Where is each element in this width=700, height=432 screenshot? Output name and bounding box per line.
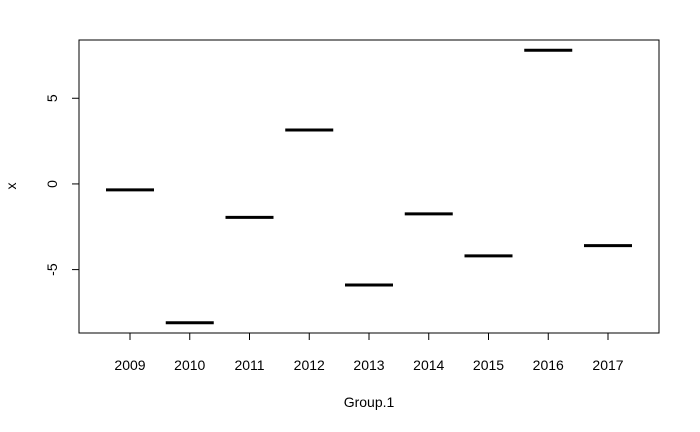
y-tick-label: -5 <box>44 263 60 276</box>
x-tick-label: 2009 <box>114 357 145 373</box>
y-tick-label: 5 <box>44 94 60 102</box>
x-tick-label: 2016 <box>533 357 564 373</box>
y-tick-label: 0 <box>44 180 60 188</box>
x-tick-label: 2012 <box>294 357 325 373</box>
x-tick-label: 2015 <box>473 357 504 373</box>
data-marks <box>106 48 632 325</box>
plot-frame <box>78 39 660 334</box>
x-tick-label: 2010 <box>174 357 205 373</box>
y-axis-title: x <box>3 183 19 190</box>
x-tick-label: 2013 <box>353 357 384 373</box>
x-axis-title: Group.1 <box>344 394 395 410</box>
x-tick-label: 2011 <box>234 357 264 373</box>
x-tick-label: 2017 <box>592 357 623 373</box>
x-tick-label: 2014 <box>413 357 444 373</box>
y-axis: -5 0 5 <box>44 94 80 276</box>
x-axis: 2009 2010 2011 2012 2013 2014 2015 2016 2017 <box>114 332 624 373</box>
